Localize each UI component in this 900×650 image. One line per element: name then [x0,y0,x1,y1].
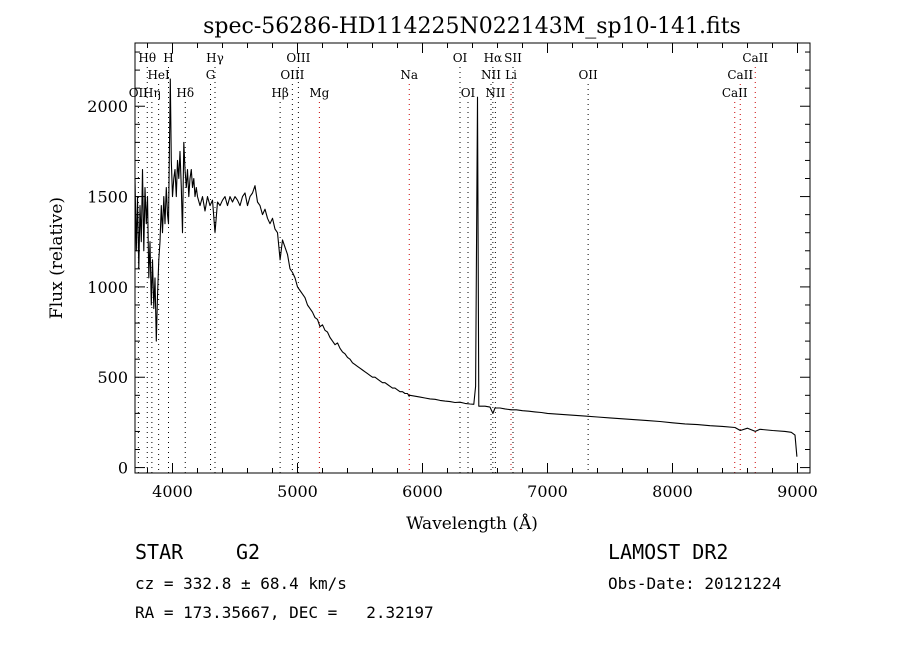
line-marker-label-14: OI [461,86,476,100]
x-tick-label-2: 6000 [402,482,443,501]
coordinates: RA = 173.35667, DEC = 2.32197 [135,603,434,622]
line-marker-label-10: OIII [280,68,304,82]
line-marker-label-4: H [163,51,173,65]
survey-label: LAMOST DR2 [608,540,729,564]
x-tick-label-4: 8000 [652,482,693,501]
plot-frame [134,42,811,474]
line-marker-label-6: Hγ [206,51,224,65]
redshift-text: cz = 332.8 ± 68.4 km/s [135,574,347,593]
line-marker-label-5: Hδ [176,86,194,100]
object-class: STAR [135,540,184,564]
line-marker-label-21: CaII [742,51,768,65]
line-marker-label-20: OII [578,68,598,82]
line-marker-label-23: CaII [722,86,748,100]
line-marker-label-19: Li [505,68,517,82]
line-marker-label-9: OIII [286,51,310,65]
line-marker-label-16: SII [504,51,522,65]
line-marker-label-8: Hβ [271,86,288,100]
line-marker-label-2: Hη [143,86,161,100]
line-marker-label-0: OII [129,86,149,100]
line-marker-label-1: Hθ [138,51,156,65]
line-marker-label-17: NII [481,68,501,82]
chart-title: spec-56286-HD114225N022143M_sp10-141.fit… [203,14,741,39]
spectrum-line-0 [134,78,798,457]
line-marker-label-15: Hα [484,51,503,65]
subclass: G2 [236,540,261,564]
line-marker-label-22: CaII [727,68,753,82]
y-axis-label: Flux (relative) [47,197,67,319]
line-marker-label-13: OI [453,51,468,65]
y-tick-label-1: 500 [97,368,128,387]
x-tick-label-5: 9000 [777,482,818,501]
y-tick-label-0: 0 [118,459,128,478]
axis-ticks: 4000 5000 6000 7000 8000 9000 0 500 1000 1500 2000 [87,43,818,501]
line-marker-label-18: NII [485,86,505,100]
obs-date: Obs-Date: 20121224 [608,574,782,593]
x-axis-label: Wavelength (Å) [406,513,538,534]
line-marker-label-7: G [206,68,216,82]
x-tick-label-0: 4000 [152,482,193,501]
y-tick-label-4: 2000 [87,97,128,116]
y-tick-label-2: 1000 [87,278,128,297]
y-tick-label-3: 1500 [87,188,128,207]
line-marker-label-11: Mg [309,86,329,100]
spectrum-series [134,78,798,457]
x-tick-label-3: 7000 [527,482,568,501]
line-marker-label-12: Na [400,68,418,82]
x-tick-label-1: 5000 [277,482,318,501]
line-marker-label-3: HeI [147,68,170,82]
